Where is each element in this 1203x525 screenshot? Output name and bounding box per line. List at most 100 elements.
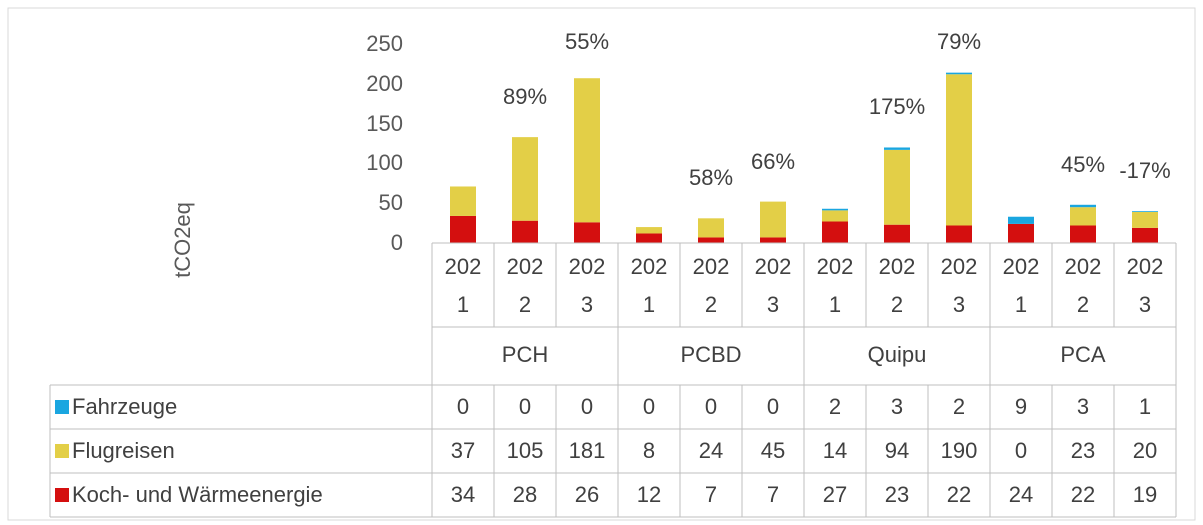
table-value: 37	[450, 438, 476, 463]
x-tick-label: 2021	[816, 254, 854, 317]
bar-segment	[946, 225, 972, 243]
table-value: 7	[766, 482, 780, 507]
table-value: 0	[456, 394, 470, 419]
table-value: 34	[450, 482, 476, 507]
bar-segment	[1070, 204, 1096, 208]
table-value: 0	[1014, 438, 1028, 463]
table-value: 27	[822, 482, 848, 507]
bar-segment	[1070, 207, 1096, 226]
group-label: PCA	[1060, 342, 1106, 367]
table-value: 3	[890, 394, 904, 419]
table-value: 22	[1070, 482, 1096, 507]
x-tick-label: 2022	[692, 254, 730, 317]
legend-label: Koch- und Wärmeenergie	[72, 482, 323, 507]
table-value: 24	[698, 438, 724, 463]
bar-segment	[1070, 225, 1096, 243]
y-tick-label: 250	[366, 31, 403, 56]
table-value: 24	[1008, 482, 1034, 507]
table-value: 2	[952, 394, 966, 419]
y-tick-label: 100	[366, 150, 403, 176]
y-tick-label: 50	[378, 190, 403, 216]
bar-segment	[1132, 211, 1158, 228]
bar-segment	[1008, 216, 1034, 224]
bar-segment	[1132, 227, 1158, 243]
bar-segment	[760, 237, 786, 243]
y-tick-label: 150	[366, 110, 403, 136]
growth-label: -17%	[1119, 158, 1171, 184]
y-tick-label: 200	[366, 70, 403, 96]
table-value: 94	[884, 438, 910, 463]
table-value: 28	[512, 482, 538, 507]
x-tick-label: 2022	[878, 254, 916, 317]
bar-segment	[822, 208, 848, 211]
table-value: 0	[580, 394, 594, 419]
bar-segment	[636, 227, 662, 234]
chart-border	[7, 7, 1196, 521]
table-value: 3	[1076, 394, 1090, 419]
legend-swatch	[55, 444, 69, 458]
bar-segment	[450, 186, 476, 216]
growth-label: 58%	[688, 165, 734, 191]
bar-segment	[884, 147, 910, 150]
bar-segment	[946, 74, 972, 226]
x-tick-label: 2023	[568, 254, 606, 317]
legend-label: Fahrzeuge	[72, 394, 178, 419]
table-value: 12	[636, 482, 662, 507]
table-value: 0	[766, 394, 780, 419]
table-value: 23	[884, 482, 910, 507]
growth-label: 175%	[868, 94, 926, 120]
x-tick-label: 2021	[444, 254, 482, 317]
legend-swatch	[55, 400, 69, 414]
legend-label: Flugreisen	[72, 438, 175, 463]
x-tick-label: 2021	[630, 254, 668, 317]
bar-segment	[884, 224, 910, 243]
table-value: 45	[760, 438, 786, 463]
table-value: 22	[946, 482, 972, 507]
x-tick-label: 2023	[1126, 254, 1164, 317]
growth-label: 45%	[1060, 151, 1106, 177]
table-value: 20	[1132, 438, 1158, 463]
bar-segment	[450, 215, 476, 243]
x-tick-label: 2021	[1002, 254, 1040, 317]
bar-segment	[760, 201, 786, 238]
group-label: PCH	[501, 342, 549, 367]
table-value: 2	[828, 394, 842, 419]
bar-segment	[512, 137, 538, 221]
table-value: 0	[704, 394, 718, 419]
table-value: 14	[822, 438, 848, 463]
table-value: 26	[574, 482, 600, 507]
bar-segment	[512, 220, 538, 243]
x-tick-label: 2022	[1064, 254, 1102, 317]
group-label: PCBD	[680, 342, 742, 367]
bar-segment	[636, 233, 662, 243]
bar-segment	[822, 210, 848, 222]
table-value: 190	[940, 438, 978, 463]
growth-label: 89%	[502, 84, 548, 110]
table-value: 23	[1070, 438, 1096, 463]
growth-label: 55%	[564, 29, 610, 54]
table-value: 181	[568, 438, 606, 463]
table-value: 105	[506, 438, 544, 463]
y-tick-label: 0	[390, 230, 403, 255]
bar-segment	[698, 218, 724, 238]
bar-segment	[698, 237, 724, 243]
table-value: 7	[704, 482, 718, 507]
bar-segment	[574, 222, 600, 243]
y-axis-label: tCO2eq	[170, 202, 195, 278]
growth-label: 79%	[936, 29, 982, 54]
bar-segment	[884, 149, 910, 225]
x-tick-label: 2023	[754, 254, 792, 317]
x-tick-label: 2022	[506, 254, 544, 317]
table-value: 0	[518, 394, 532, 419]
growth-label: 66%	[750, 148, 796, 174]
group-label: Quipu	[867, 342, 927, 367]
table-value: 9	[1014, 394, 1028, 419]
table-value: 8	[642, 438, 656, 463]
bar-segment	[1008, 223, 1034, 243]
bar-segment	[1132, 211, 1158, 212]
bar-segment	[946, 72, 972, 75]
x-tick-label: 2023	[940, 254, 978, 317]
table-value: 19	[1132, 482, 1158, 507]
